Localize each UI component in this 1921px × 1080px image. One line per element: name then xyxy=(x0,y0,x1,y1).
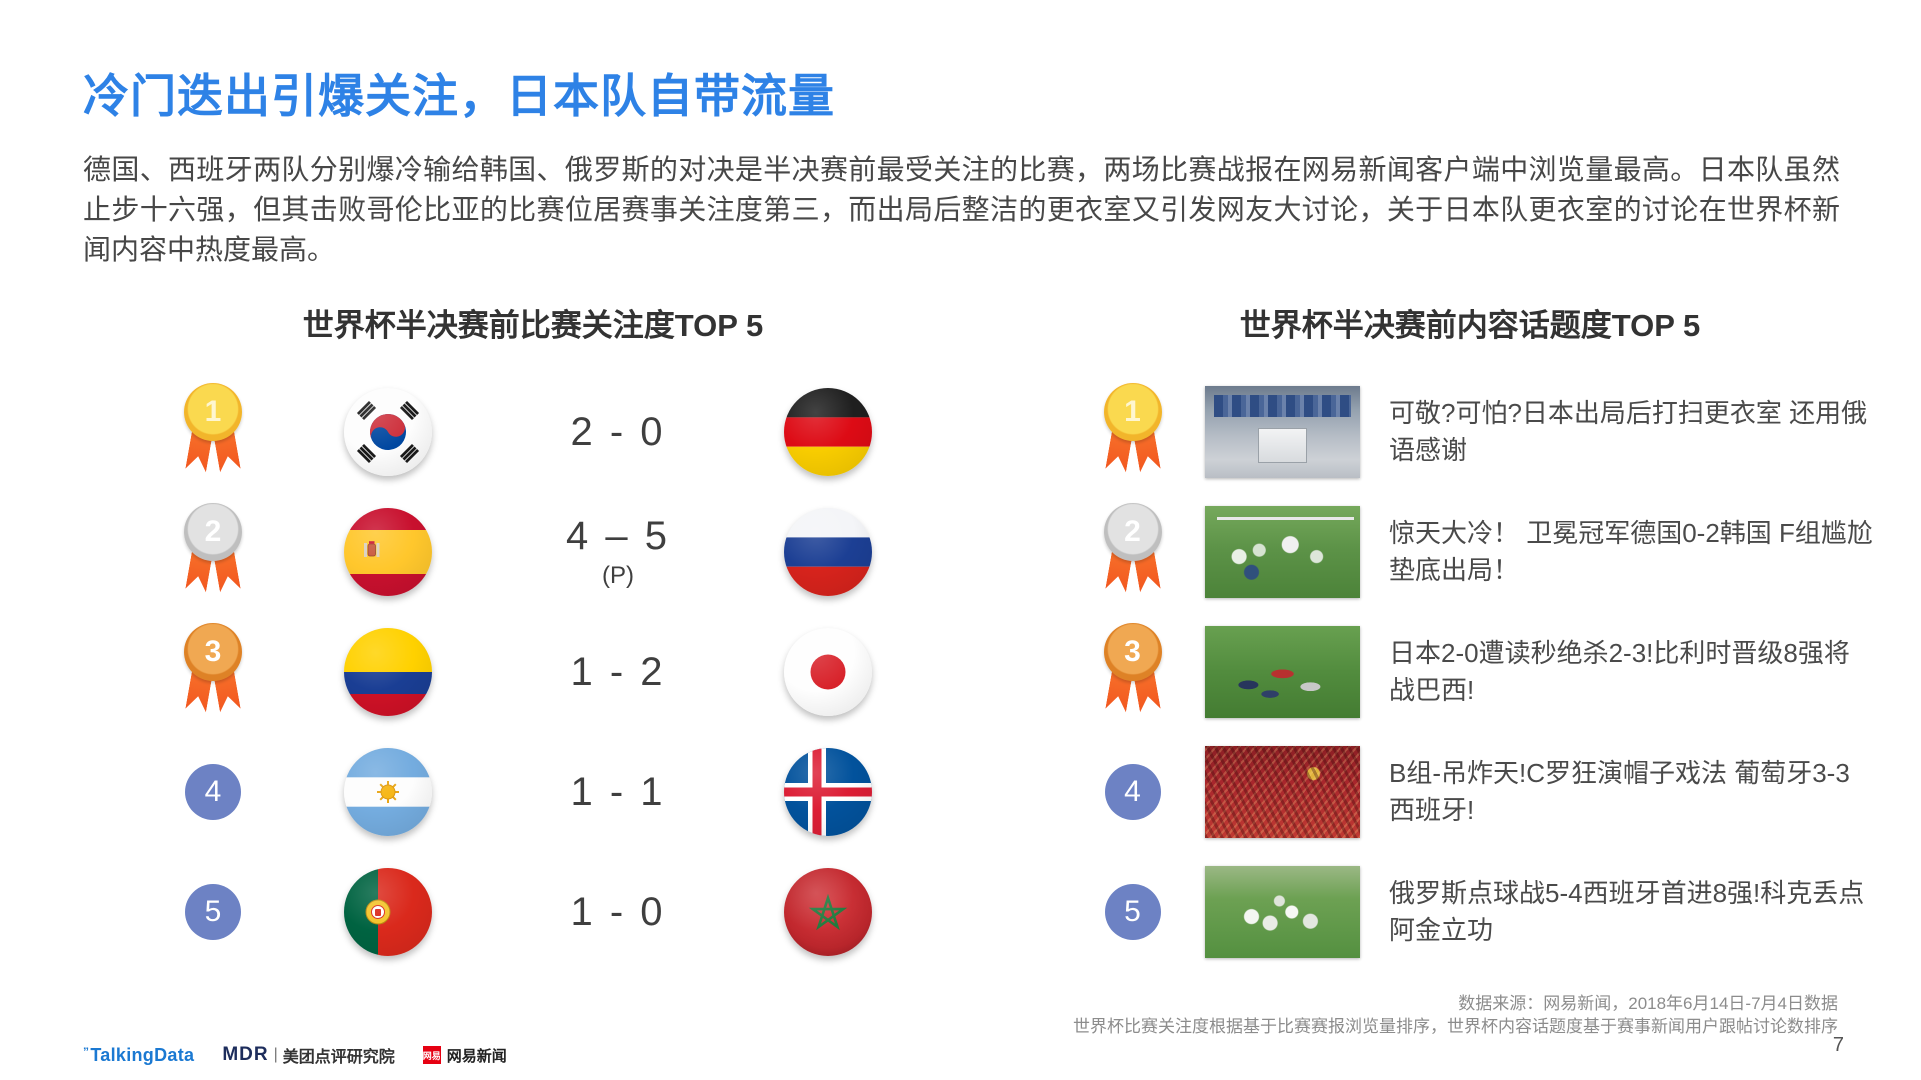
match-score-cell: 1 - 1 xyxy=(570,770,665,815)
rank-number: 3 xyxy=(184,623,242,681)
flag-argentina-icon xyxy=(344,748,432,836)
match-score-note: (P) xyxy=(602,562,634,589)
rank-badge-icon: 4 xyxy=(185,764,241,820)
page-title: 冷门迭出引爆关注，日本队自带流量 xyxy=(83,70,835,122)
rank-badge-icon: 5 xyxy=(185,884,241,940)
news-ranking-list: 1 可敬?可怕?日本出局后打扫更衣室 还用俄语感谢 2 惊天大冷！ 卫冕冠军德国… xyxy=(1075,372,1875,972)
silver-medal-icon: 2 xyxy=(184,503,242,601)
news-thumbnail-team-celebration xyxy=(1205,866,1360,958)
data-source-line1: 数据来源：网易新闻，2018年6月14日-7月4日数据 xyxy=(1458,994,1838,1013)
footer-logos: ”TalkingData MDR | 美团点评研究院 网易 网易新闻 xyxy=(83,1043,507,1067)
netease-news-label: 网易新闻 xyxy=(446,1047,507,1065)
news-title: 惊天大冷！ 卫冕冠军德国0-2韩国 F组尴尬垫底出局！ xyxy=(1389,518,1873,585)
flag-portugal-icon xyxy=(344,868,432,956)
news-title: 日本2-0遭读秒绝杀2-3!比利时晋级8强将战巴西! xyxy=(1389,638,1850,705)
gold-medal-icon: 1 xyxy=(184,383,242,481)
locker-room-cart xyxy=(1257,428,1308,464)
flag-south-korea-icon xyxy=(344,388,432,476)
netease-badge-icon: 网易 xyxy=(422,1046,441,1064)
match-score-cell: 4 – 5 (P) xyxy=(566,514,670,590)
news-thumbnail-fans-crowd xyxy=(1205,746,1360,838)
intro-paragraph: 德国、西班牙两队分别爆冷输给韩国、俄罗斯的对决是半决赛前最受关注的比赛，两场比赛… xyxy=(83,154,1840,265)
flag-iceland-icon xyxy=(784,748,872,836)
match-score: 1 - 1 xyxy=(570,769,666,814)
rank-number: 2 xyxy=(184,503,242,561)
rank-number: 1 xyxy=(1103,383,1162,441)
data-source-note: 数据来源：网易新闻，2018年6月14日-7月4日数据 世界杯比赛关注度根据基于… xyxy=(1073,992,1838,1038)
flag-japan-icon xyxy=(784,628,872,716)
rank-badge-icon: 5 xyxy=(1104,884,1161,940)
bronze-medal-icon: 3 xyxy=(184,623,242,721)
news-title: 俄罗斯点球战5-4西班牙首进8强!科克丢点阿金立功 xyxy=(1389,878,1865,945)
silver-medal-icon: 2 xyxy=(1103,503,1162,601)
talkingdata-logo: ”TalkingData xyxy=(83,1045,194,1066)
flag-germany-icon xyxy=(784,388,872,476)
flag-spain-icon xyxy=(344,508,432,596)
match-score-cell: 2 - 0 xyxy=(570,410,665,455)
logo-separator: | xyxy=(273,1046,278,1063)
meituan-institute-label: 美团点评研究院 xyxy=(282,1049,395,1066)
match-score: 1 - 2 xyxy=(570,649,666,694)
rank-number: 3 xyxy=(1103,623,1162,681)
match-score: 2 - 0 xyxy=(570,409,666,454)
meituan-dianping-logo: MDR | 美团点评研究院 xyxy=(222,1043,394,1067)
locker-room-jerseys xyxy=(1214,395,1351,418)
match-score-cell: 1 - 0 xyxy=(570,890,665,935)
right-panel-heading: 世界杯半决赛前内容话题度TOP 5 xyxy=(1239,308,1701,343)
news-row: 4 B组-吊炸天!C罗狂演帽子戏法 葡萄牙3-3西班牙! xyxy=(1075,732,1875,852)
match-score-cell: 1 - 2 xyxy=(570,650,665,695)
netease-news-logo: 网易 网易新闻 xyxy=(422,1045,507,1066)
news-title: 可敬?可怕?日本出局后打扫更衣室 还用俄语感谢 xyxy=(1389,398,1868,465)
gold-medal-icon: 1 xyxy=(1103,383,1162,481)
mdr-logo-text: MDR xyxy=(222,1044,269,1065)
rank-number: 1 xyxy=(184,383,242,441)
page-number: 7 xyxy=(1832,1034,1844,1056)
flag-colombia-icon xyxy=(344,628,432,716)
news-thumbnail-locker-room xyxy=(1205,386,1360,478)
match-row: 2 4 – 5 (P) xyxy=(148,492,918,612)
data-source-line2: 世界杯比赛关注度根据基于比赛赛报浏览量排序，世界杯内容话题度基于赛事新闻用户跟帖… xyxy=(1073,1017,1838,1036)
left-panel-heading: 世界杯半决赛前比赛关注度TOP 5 xyxy=(302,308,764,343)
rank-badge-icon: 4 xyxy=(1104,764,1161,820)
match-row: 1 2 - 0 xyxy=(148,372,918,492)
talkingdata-logo-mark: ” xyxy=(83,1044,90,1059)
news-thumbnail-match-action xyxy=(1205,506,1360,598)
news-row: 1 可敬?可怕?日本出局后打扫更衣室 还用俄语感谢 xyxy=(1075,372,1875,492)
bronze-medal-icon: 3 xyxy=(1103,623,1162,721)
flag-morocco-icon xyxy=(784,868,872,956)
news-title: B组-吊炸天!C罗狂演帽子戏法 葡萄牙3-3西班牙! xyxy=(1389,758,1850,825)
rank-number: 2 xyxy=(1103,503,1162,561)
news-thumbnail-players-pitch xyxy=(1205,626,1360,718)
news-row: 5 俄罗斯点球战5-4西班牙首进8强!科克丢点阿金立功 xyxy=(1075,852,1875,972)
news-row: 3 日本2-0遭读秒绝杀2-3!比利时晋级8强将战巴西! xyxy=(1075,612,1875,732)
news-row: 2 惊天大冷！ 卫冕冠军德国0-2韩国 F组尴尬垫底出局！ xyxy=(1075,492,1875,612)
match-row: 5 1 - 0 xyxy=(148,852,918,972)
match-row: 3 1 - 2 xyxy=(148,612,918,732)
match-row: 4 1 - 1 xyxy=(148,732,918,852)
match-score: 4 – 5 xyxy=(566,514,670,558)
match-ranking-list: 1 2 - 0 xyxy=(148,372,918,972)
flag-russia-icon xyxy=(784,508,872,596)
talkingdata-logo-text: TalkingData xyxy=(90,1044,195,1065)
match-score: 1 - 0 xyxy=(570,889,666,934)
